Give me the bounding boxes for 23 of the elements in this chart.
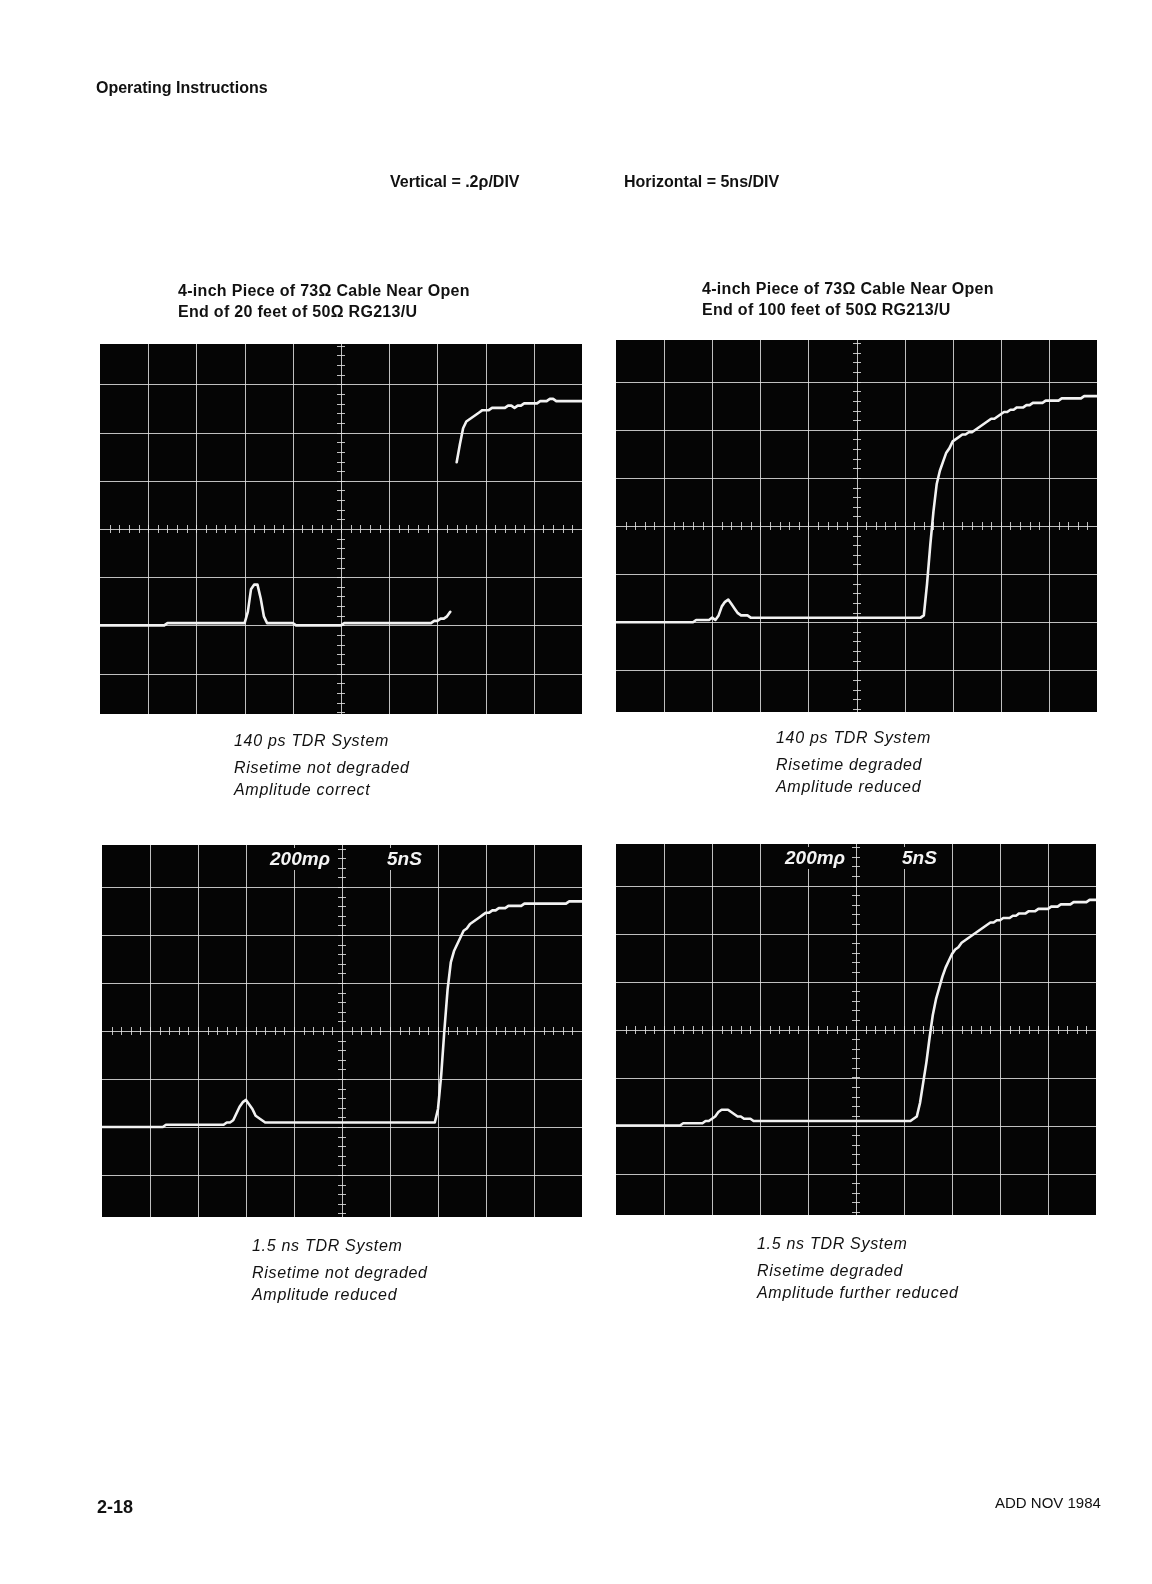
text: Operating Instructions [96,79,268,97]
chart-title: 4-inch Piece of 73Ω Cable Near Open End of 20 feet of 50Ω RG213/U [178,281,470,322]
text: Amplitude reduced [776,777,922,796]
x-axis-title: 5nS [899,847,940,869]
text: 140 ps TDR System [234,731,390,750]
y-axis-title: 200mρ [782,847,849,869]
text: 140 ps TDR System [776,728,932,747]
text: 1.5 ns TDR System [252,1236,403,1255]
text: ADD NOV 1984 [995,1494,1101,1511]
text: 2-18 [97,1497,134,1518]
text: Risetime degraded [776,755,923,774]
text: 1.5 ns TDR System [757,1234,908,1253]
text: Amplitude correct [234,780,371,799]
text: Risetime degraded [757,1261,904,1280]
x-axis-title: 5nS [384,848,425,870]
text: Amplitude further reduced [757,1283,959,1302]
text: Risetime not degraded [234,758,410,777]
text: Risetime not degraded [252,1263,428,1282]
chart-title: 4-inch Piece of 73Ω Cable Near Open End of 100 feet of 50Ω RG213/U [702,279,994,320]
text: Horizontal = 5ns/DIV [624,173,780,191]
text: Amplitude reduced [252,1285,398,1304]
y-axis-title: 200mρ [267,848,334,870]
text: Vertical = .2ρ/DIV [390,173,520,191]
